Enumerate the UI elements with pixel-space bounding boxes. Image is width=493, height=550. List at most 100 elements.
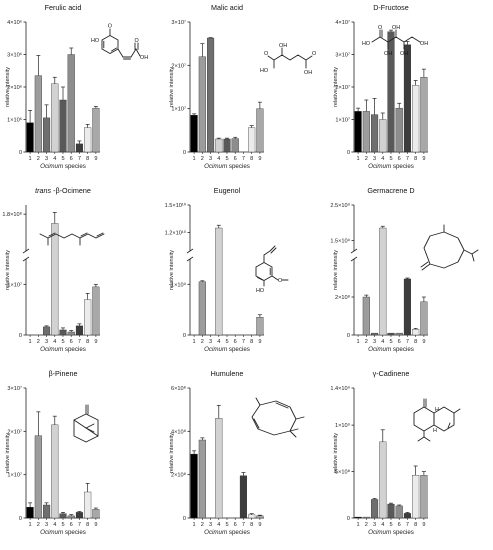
bar [420, 475, 428, 519]
chart-svg: Ferulic acid 0 1×10⁶ 2×10⁶ 3×10⁶ 4×10⁶ relativ… [5, 3, 148, 170]
bar [67, 515, 75, 519]
bar [198, 56, 206, 153]
x-tick-label: 7 [406, 522, 409, 528]
x-axis-label: Ocimum species [204, 163, 250, 170]
bar [92, 107, 100, 153]
x-tick-label: 5 [61, 522, 64, 528]
x-tick-label: 8 [86, 156, 89, 162]
bar [395, 107, 403, 153]
x-tick-label: 7 [78, 522, 81, 528]
y-axis-label: relative intensity [5, 250, 11, 290]
x-tick-label: 8 [250, 522, 253, 528]
molecule-atom-label: HO [256, 288, 264, 294]
bar [239, 475, 247, 519]
x-tick-label: 7 [78, 339, 81, 345]
y-tick-label: 2×10⁷ [7, 428, 22, 435]
x-tick-label: 2 [37, 339, 40, 345]
x-tick-label: 9 [258, 339, 261, 345]
x-tick-label: 3 [45, 522, 48, 528]
y-tick-label: 2.5×10⁹ [330, 202, 350, 209]
x-tick-label: 5 [225, 156, 228, 162]
x-axis-label: Ocimum species [40, 346, 86, 353]
x-tick-label: 2 [37, 156, 40, 162]
chart-panel: Malic acid 0 1×10⁷ 2×10⁷ 3×10⁷ relative inten… [164, 0, 328, 183]
bar [67, 331, 75, 336]
x-tick-label: 2 [365, 156, 368, 162]
bar [198, 281, 206, 336]
bar [190, 114, 198, 153]
bar [354, 111, 362, 153]
molecule-atom-label: H [435, 407, 439, 413]
x-tick-label: 8 [414, 339, 417, 345]
molecule-atom-label: OH [304, 70, 312, 76]
x-tick-label: 4 [217, 339, 220, 345]
x-tick-label: 6 [70, 156, 73, 162]
y-tick-label: 0 [347, 516, 350, 522]
x-axis-label: Ocimum species [204, 529, 250, 536]
x-tick-label: 8 [250, 156, 253, 162]
axis-break-mark [186, 256, 194, 262]
y-tick-label: 4×10⁸ [171, 428, 187, 435]
bar [43, 326, 51, 336]
y-tick-label: 3×10⁶ [7, 52, 22, 59]
bar [59, 513, 67, 519]
germacrene-structure-icon [420, 224, 479, 271]
y-axis-label: relative intensity [5, 67, 11, 107]
x-tick-label: 7 [406, 156, 409, 162]
chart-panel: D-Fructose 0 1×10⁷ 2×10⁷ 3×10⁷ 4×10⁷ relative … [328, 0, 492, 183]
y-tick-label: 1×10⁹ [171, 281, 187, 288]
molecule-atom-label: OH [384, 51, 392, 57]
chart-panel: trans -β-Ocimene 0 1×10⁷ 1.8×10⁸ relative in… [0, 183, 164, 366]
bar [59, 329, 67, 336]
x-tick-label: 2 [201, 156, 204, 162]
y-tick-label: 1×10⁶ [7, 117, 22, 124]
bar [75, 512, 83, 519]
bar [256, 108, 264, 153]
y-tick-label: 0 [347, 150, 350, 156]
x-tick-label: 1 [29, 339, 32, 345]
chart-svg: γ-Cadinene 0 5×10⁸ 1×10⁹ 1.4×10⁹ relative int… [330, 369, 461, 536]
y-tick-label: 4×10⁷ [335, 19, 350, 26]
y-tick-label: 1×10⁷ [335, 117, 350, 124]
bar [420, 301, 428, 336]
x-tick-label: 7 [242, 522, 245, 528]
x-tick-label: 3 [373, 339, 376, 345]
x-axis-label: Ocimum species [204, 346, 250, 353]
y-axis-label: relative intensity [169, 67, 175, 107]
molecule-atom-label: O [264, 51, 268, 57]
bar [248, 514, 256, 519]
bar [84, 127, 92, 153]
x-tick-label: 3 [45, 156, 48, 162]
x-tick-label: 1 [357, 522, 360, 528]
chart-panel: Humulene 0 2×10⁸ 4×10⁸ 6×10⁸ relative intensi… [164, 366, 328, 549]
x-tick-label: 9 [94, 522, 97, 528]
x-tick-label: 6 [234, 522, 237, 528]
y-tick-label: 3×10⁷ [171, 19, 186, 26]
bar [371, 114, 379, 153]
x-axis-label: Ocimum species [368, 163, 414, 170]
x-tick-label: 7 [242, 156, 245, 162]
bar [92, 286, 100, 336]
x-tick-label: 4 [381, 522, 384, 528]
chart-title: Malic acid [211, 3, 243, 12]
bar [387, 31, 395, 153]
bar [403, 44, 411, 153]
bar [403, 278, 411, 336]
chart-title: D-Fructose [373, 3, 409, 12]
bar [51, 223, 59, 336]
axis-break-mark [350, 248, 358, 254]
chart-panel: Ferulic acid 0 1×10⁶ 2×10⁶ 3×10⁶ 4×10⁶ relativ… [0, 0, 164, 183]
y-tick-label: 3×10⁷ [335, 52, 350, 59]
x-tick-label: 3 [373, 522, 376, 528]
y-tick-label: 1.5×10⁹ [330, 237, 350, 244]
y-tick-label: 0 [183, 150, 186, 156]
y-tick-label: 3×10⁷ [7, 385, 22, 392]
chart-panel: Germacrene D 0 2×10⁸ 1.5×10⁹ 2.5×10⁹ relative… [328, 183, 492, 366]
x-tick-label: 6 [398, 522, 401, 528]
chart-svg: D-Fructose 0 1×10⁷ 2×10⁷ 3×10⁷ 4×10⁷ relative … [333, 3, 428, 170]
chart-title: trans -β-Ocimene [35, 186, 91, 195]
y-tick-label: 1.4×10⁹ [330, 385, 350, 392]
chart-title: β-Pinene [49, 369, 78, 378]
bar [379, 227, 387, 336]
bar [215, 418, 223, 519]
